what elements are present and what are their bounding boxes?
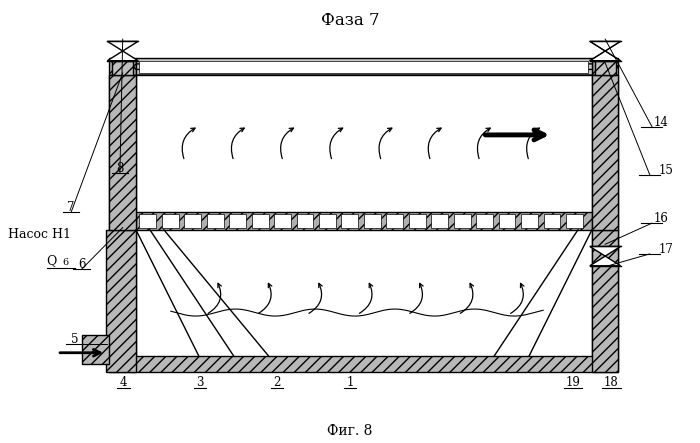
Bar [592, 75, 618, 356]
FancyArrowPatch shape [281, 128, 293, 159]
FancyArrowPatch shape [428, 128, 441, 159]
Polygon shape [107, 51, 138, 61]
FancyArrowPatch shape [410, 284, 423, 313]
Bar [112, 61, 133, 75]
FancyArrowPatch shape [232, 128, 244, 159]
Text: Насос Н1: Насос Н1 [8, 228, 71, 241]
Polygon shape [590, 51, 620, 61]
Text: 2: 2 [273, 376, 281, 389]
Text: Фаза 7: Фаза 7 [321, 12, 379, 29]
Bar [109, 58, 136, 75]
Polygon shape [590, 41, 620, 51]
FancyArrowPatch shape [330, 128, 343, 159]
Bar [136, 58, 592, 75]
Text: 16: 16 [653, 212, 668, 225]
Bar [162, 214, 178, 228]
Bar [136, 212, 592, 230]
FancyArrowPatch shape [379, 128, 392, 159]
Bar [229, 214, 246, 228]
Bar [595, 61, 615, 75]
FancyArrowPatch shape [526, 128, 540, 159]
Bar [109, 356, 618, 373]
Bar [109, 75, 136, 356]
Text: 5: 5 [71, 333, 78, 346]
FancyArrowPatch shape [511, 284, 524, 313]
Bar [364, 214, 381, 228]
FancyArrowPatch shape [208, 284, 221, 313]
Bar [184, 214, 201, 228]
Text: 19: 19 [566, 376, 580, 389]
Bar [409, 214, 426, 228]
FancyArrowPatch shape [359, 284, 372, 313]
Bar [109, 75, 136, 230]
Bar [139, 214, 156, 228]
FancyArrowPatch shape [258, 284, 272, 313]
Bar [319, 214, 336, 228]
Bar [297, 214, 314, 228]
Bar [566, 214, 583, 228]
Text: 17: 17 [658, 243, 673, 256]
Bar [431, 214, 448, 228]
Bar [106, 230, 136, 373]
Bar [139, 61, 589, 73]
Polygon shape [590, 246, 620, 256]
Bar [274, 214, 291, 228]
Text: 3: 3 [196, 376, 204, 389]
Bar [454, 214, 470, 228]
Polygon shape [107, 41, 138, 51]
FancyArrowPatch shape [460, 284, 474, 313]
Bar [498, 214, 515, 228]
Bar [386, 214, 403, 228]
Text: 15: 15 [658, 164, 673, 177]
FancyArrowPatch shape [309, 284, 322, 313]
FancyArrowPatch shape [182, 128, 195, 159]
Bar [543, 214, 561, 228]
Text: 8: 8 [116, 162, 124, 175]
Text: 18: 18 [604, 376, 619, 389]
Text: 6: 6 [78, 258, 85, 271]
Text: 4: 4 [120, 376, 127, 389]
Bar [82, 335, 109, 364]
Bar [342, 214, 358, 228]
Text: 14: 14 [653, 116, 668, 128]
Bar [592, 58, 618, 75]
Polygon shape [590, 256, 620, 266]
FancyArrowPatch shape [477, 128, 490, 159]
Bar [592, 230, 618, 373]
Text: 1: 1 [346, 376, 354, 389]
Bar [521, 214, 538, 228]
Text: Фиг. 8: Фиг. 8 [328, 424, 372, 438]
Text: Q: Q [47, 254, 57, 267]
Bar [592, 75, 618, 230]
Bar [476, 214, 493, 228]
Text: 6: 6 [62, 258, 68, 267]
Bar [206, 214, 223, 228]
Text: 7: 7 [67, 201, 75, 214]
Bar [252, 214, 269, 228]
